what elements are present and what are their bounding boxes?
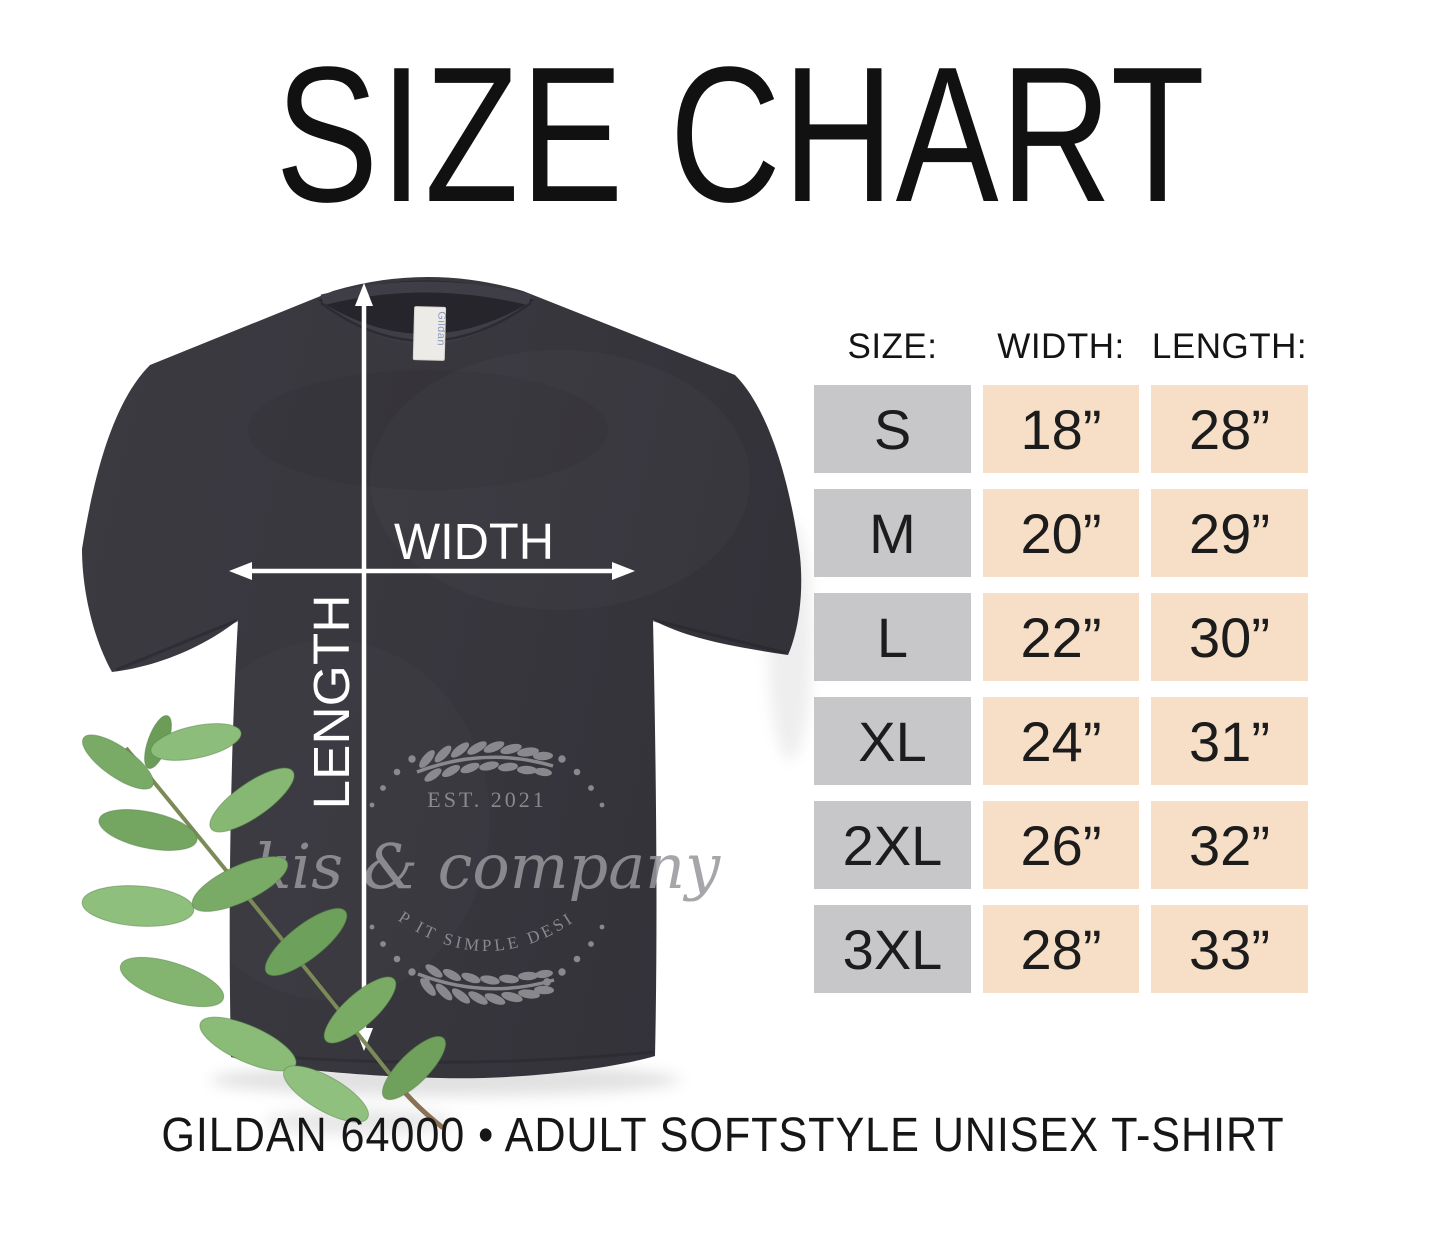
leaf-branch-decoration (81, 714, 447, 1130)
cell-length-m: 29” (1151, 489, 1308, 577)
neck-tag: Gildan (412, 306, 448, 361)
cell-width-2xl: 26” (983, 801, 1139, 889)
cell-length-xl: 31” (1151, 697, 1308, 785)
watermark-dots (369, 755, 605, 986)
cell-length-2xl: 32” (1151, 801, 1308, 889)
cell-size-2xl: 2XL (814, 801, 971, 889)
width-arrow-label: WIDTH (394, 513, 554, 570)
cell-length-l: 30” (1151, 593, 1308, 681)
cell-size-s: S (814, 385, 971, 473)
column-header-width: WIDTH: (997, 327, 1125, 366)
cell-width-s: 18” (983, 385, 1139, 473)
cell-size-m: M (814, 489, 971, 577)
cell-size-xl: XL (814, 697, 971, 785)
cell-length-3xl: 33” (1151, 905, 1308, 993)
tshirt: Gildan (82, 277, 802, 1079)
length-arrow-label: LENGTH (303, 595, 360, 810)
watermark-est: EST. 2021 (427, 787, 546, 812)
page-title: SIZE CHART (0, 38, 1445, 231)
product-caption: GILDAN 64000 • ADULT SOFTSTYLE UNISEX T-… (0, 1112, 1445, 1160)
cell-size-l: L (814, 593, 971, 681)
column-header-size: SIZE: (847, 327, 938, 366)
size-table: SIZE: WIDTH: LENGTH: S 18” 28” M 20” 29”… (814, 321, 1308, 993)
cell-width-l: 22” (983, 593, 1139, 681)
product-caption-text: GILDAN 64000 • ADULT SOFTSTYLE UNISEX T-… (160, 1109, 1285, 1162)
cell-width-3xl: 28” (983, 905, 1139, 993)
cell-size-3xl: 3XL (814, 905, 971, 993)
cell-width-m: 20” (983, 489, 1139, 577)
column-header-length: LENGTH: (1151, 327, 1308, 366)
cell-length-s: 28” (1151, 385, 1308, 473)
watermark-name: kis & company (254, 830, 721, 903)
neck-tag-text: Gildan (435, 311, 448, 346)
measurement-arrows: WIDTH LENGTH (229, 283, 635, 1051)
page-title-text: SIZE CHART (274, 26, 1207, 242)
cell-width-xl: 24” (983, 697, 1139, 785)
